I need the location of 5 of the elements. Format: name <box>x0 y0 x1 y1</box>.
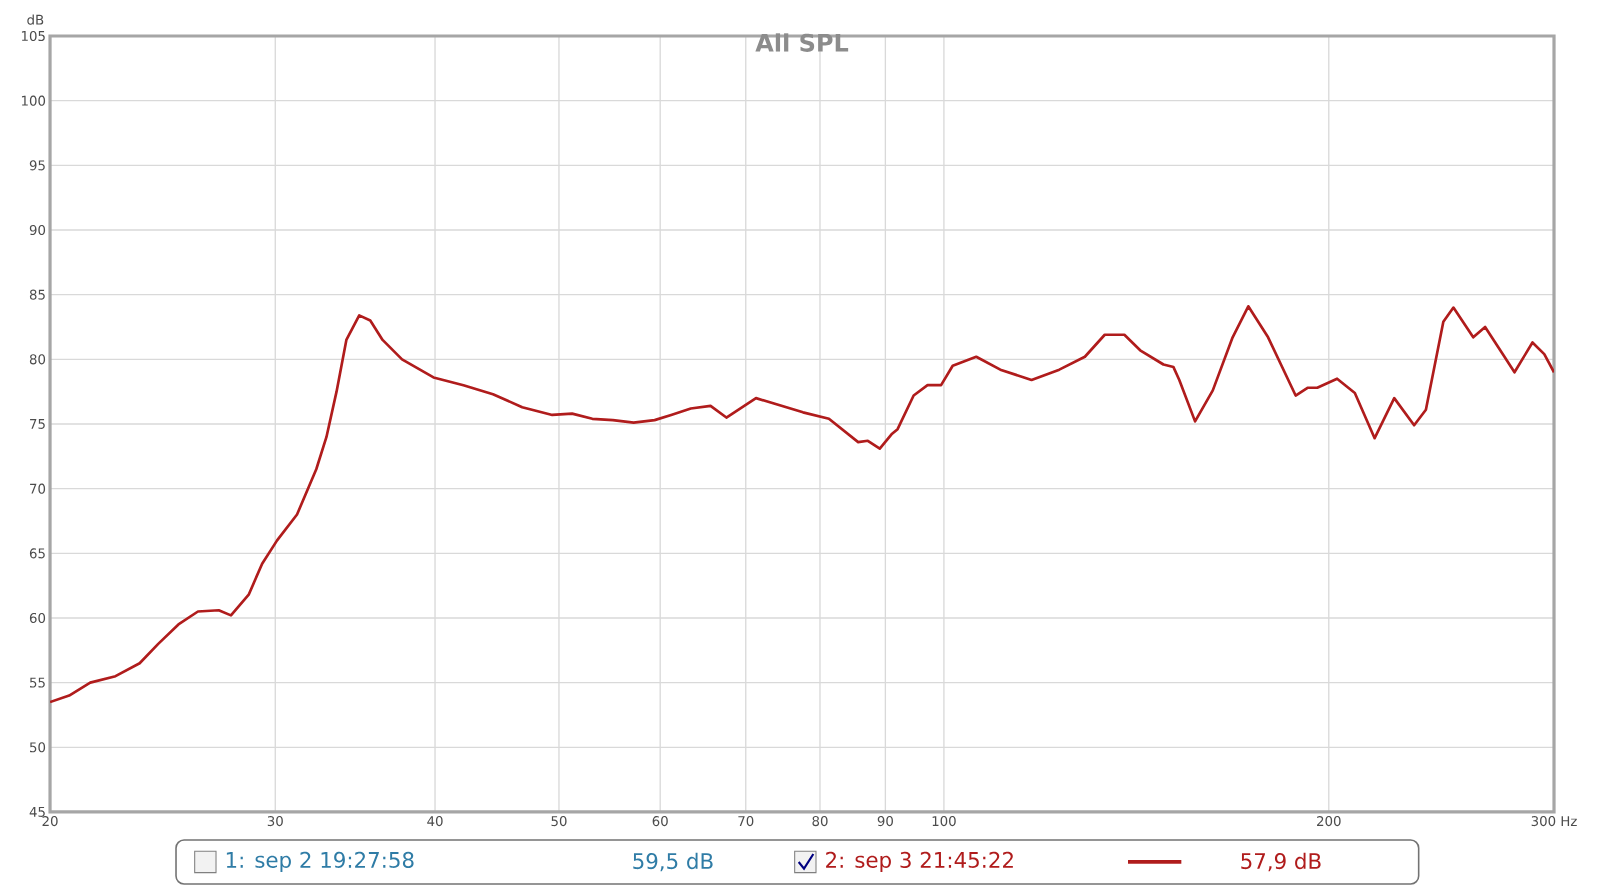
chart-title: All SPL <box>755 33 849 52</box>
text: 57,9 dB <box>1241 852 1321 872</box>
text: 59,5 dB <box>633 852 713 872</box>
text: 2: sep 3 21:45:22 <box>826 851 1013 873</box>
text: 1: sep 2 19:27:58 <box>226 851 414 873</box>
